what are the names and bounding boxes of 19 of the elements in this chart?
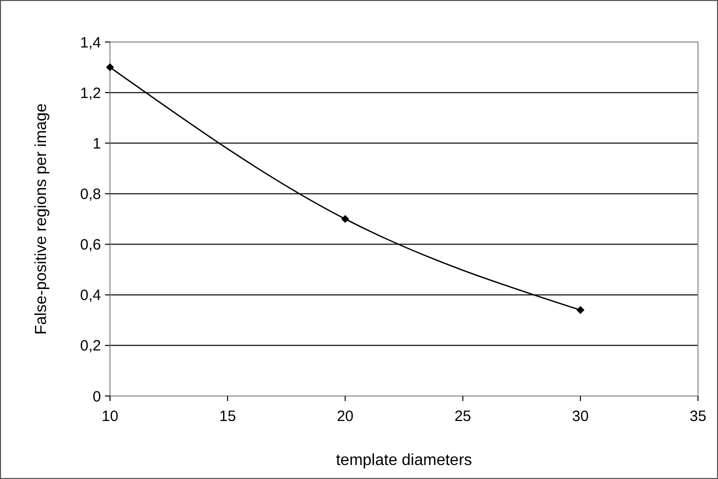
point [106, 63, 114, 72]
y-tick-label: 1 [92, 135, 101, 152]
y-tick-label: 1,4 [80, 34, 101, 52]
y-tick-label: 0 [92, 388, 101, 406]
y-tick-label: 0,4 [80, 287, 101, 304]
x-tick-label: 25 [454, 408, 472, 425]
x-tick-label: 10 [102, 408, 118, 425]
x-tick-label: 35 [690, 408, 706, 425]
x-axis-title: template diameters [336, 452, 472, 469]
y-tick-label: 1,2 [80, 84, 101, 102]
x-tick-label: 15 [219, 408, 236, 425]
y-axis-title: False-positive regions per image [33, 103, 50, 335]
y-tick-label: 0,2 [80, 338, 101, 355]
point [576, 306, 584, 314]
y-tick-label: 0,8 [80, 186, 101, 203]
x-tick-label: 30 [572, 408, 589, 425]
point [341, 215, 350, 223]
y-tick-label: 0,6 [80, 236, 101, 254]
x-tick-label: 20 [336, 408, 354, 425]
